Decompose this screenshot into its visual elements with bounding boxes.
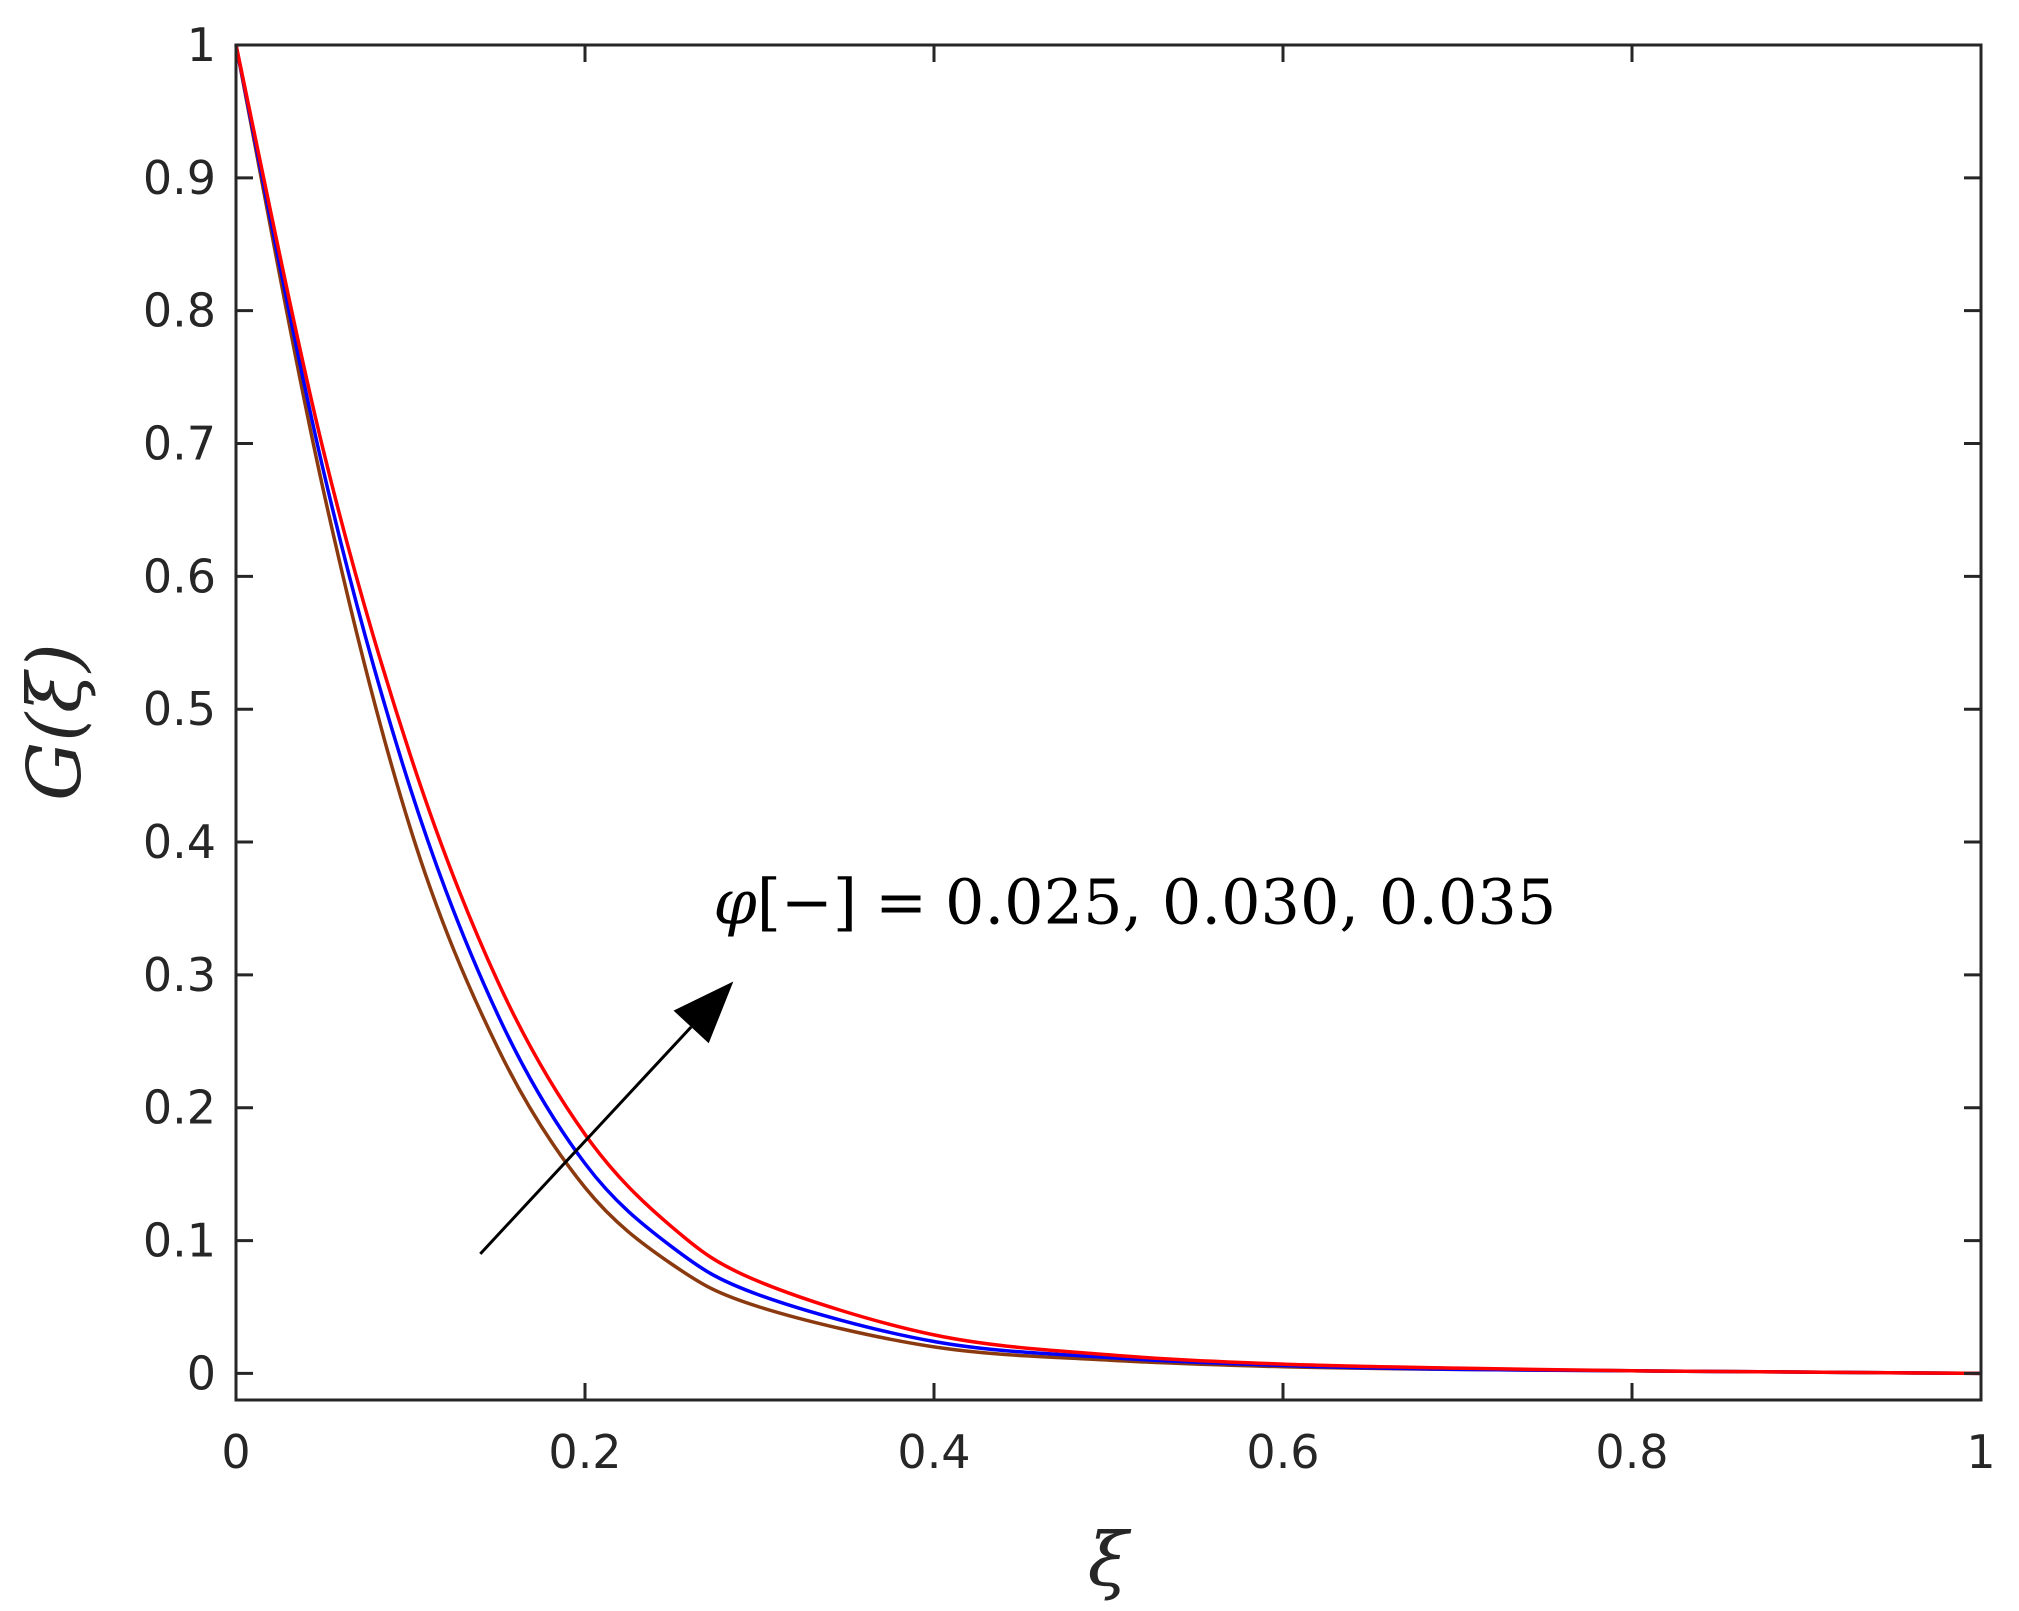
y-tick-label: 0.1	[143, 1214, 216, 1268]
plot-area	[236, 45, 1981, 1400]
y-tick-label: 0.8	[143, 284, 216, 338]
x-tick-label: 0.4	[897, 1425, 970, 1479]
x-tick-label: 0.6	[1246, 1425, 1319, 1479]
x-tick-label: 1	[1966, 1425, 1995, 1479]
y-tick-label: 0.7	[143, 417, 216, 471]
y-tick-label: 0.6	[143, 549, 216, 603]
annotation-values: 0.025, 0.030, 0.035	[945, 866, 1556, 939]
y-tick-label: 1	[187, 18, 216, 72]
annotation-label: φ[−] = 0.025, 0.030, 0.035	[713, 866, 1556, 939]
x-tick-label: 0	[221, 1425, 250, 1479]
series-line-3	[234, 44, 1982, 1376]
annotation-symbol: φ	[713, 866, 757, 939]
annotation-arrow-head	[673, 981, 734, 1044]
annotation-bracket: [−]	[757, 866, 857, 939]
y-tick-label: 0	[187, 1346, 216, 1400]
x-tick-label: 0.2	[548, 1425, 621, 1479]
y-tick-label: 0.3	[143, 948, 216, 1002]
y-axis-label: G(ξ)	[12, 643, 98, 801]
curves-layer	[234, 44, 1982, 1376]
annotation-arrow-shaft	[479, 1025, 693, 1255]
y-tick-label: 0.5	[143, 682, 216, 736]
annotation-equals: =	[875, 866, 927, 939]
x-axis-label: ξ	[1088, 1517, 1132, 1603]
x-tick-label: 0.8	[1595, 1425, 1668, 1479]
ticks-layer: 0 0.2 0.4 0.6 0.8 1 0 0.1 0.2 0.3 0.4 0.5 0.6 0.7 0.8 0…	[143, 18, 1996, 1479]
axes-box	[234, 43, 1983, 1402]
y-tick-label: 0.4	[143, 815, 216, 869]
y-tick-label: 0.2	[143, 1081, 216, 1135]
y-tick-label: 0.9	[143, 151, 216, 205]
annotation-layer: φ[−] = 0.025, 0.030, 0.035	[479, 866, 1556, 1255]
